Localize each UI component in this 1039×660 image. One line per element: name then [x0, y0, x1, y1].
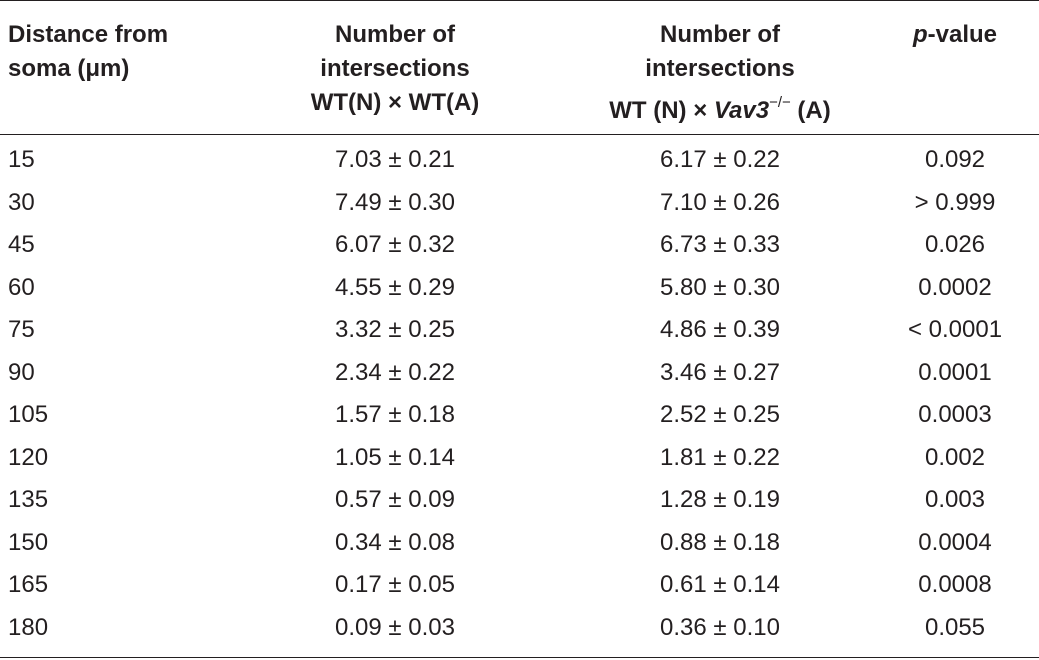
table-row: 15 7.03 ± 0.21 6.17 ± 0.22 0.092: [0, 139, 1039, 182]
table-row: 135 0.57 ± 0.09 1.28 ± 0.19 0.003: [0, 479, 1039, 522]
cell-wt-vav3: 6.17 ± 0.22: [660, 146, 780, 173]
cell-wt-vav3: 0.36 ± 0.10: [660, 613, 780, 641]
cell-wt-vav3: 0.88 ± 0.18: [660, 528, 780, 556]
table-row: 90 2.34 ± 0.22 3.46 ± 0.27 0.0001: [0, 352, 1039, 395]
cell-wt-vav3: 1.28 ± 0.19: [660, 486, 780, 513]
cell-pvalue: > 0.999: [914, 188, 996, 216]
cell-wt-wt: 0.17 ± 0.05: [335, 571, 455, 598]
cell-pvalue: 0.092: [924, 146, 986, 173]
cell-wt-wt: 6.07 ± 0.32: [335, 231, 455, 258]
header-rule: [0, 134, 1039, 135]
cell-distance: 75: [8, 316, 35, 343]
cell-wt-wt: 1.05 ± 0.14: [335, 443, 455, 471]
cell-wt-wt: 7.49 ± 0.30: [335, 188, 455, 216]
bottom-rule: [0, 657, 1039, 658]
cell-pvalue: 0.055: [924, 613, 986, 641]
table-row: 150 0.34 ± 0.08 0.88 ± 0.18 0.0004: [0, 522, 1039, 565]
cell-wt-vav3: 3.46 ± 0.27: [660, 358, 780, 386]
cell-distance: 180: [8, 613, 49, 641]
cell-distance: 105: [8, 401, 49, 428]
cell-wt-vav3: 5.80 ± 0.30: [660, 273, 780, 301]
cell-wt-wt: 0.34 ± 0.08: [335, 528, 455, 556]
cell-pvalue: 0.026: [924, 231, 986, 258]
table-row: 165 0.17 ± 0.05 0.61 ± 0.14 0.0008: [0, 564, 1039, 607]
header-pvalue: p-value: [912, 21, 998, 48]
cell-pvalue: 0.0002: [918, 273, 992, 301]
header-wt-wt: Number of intersections WT(N) × WT(A): [310, 21, 480, 116]
cell-distance: 120: [8, 443, 49, 471]
table-row: 180 0.09 ± 0.03 0.36 ± 0.10 0.055: [0, 607, 1039, 650]
cell-wt-vav3: 6.73 ± 0.33: [660, 231, 780, 258]
cell-wt-wt: 0.09 ± 0.03: [335, 613, 455, 641]
cell-pvalue: 0.002: [924, 443, 986, 471]
cell-wt-wt: 2.34 ± 0.22: [335, 358, 455, 386]
cell-pvalue: 0.0008: [918, 571, 992, 598]
header-wt-vav3-line3: WT (N) × Vav3−/− (A): [609, 94, 831, 124]
cell-wt-wt: 1.57 ± 0.18: [335, 401, 455, 428]
table-row: 105 1.57 ± 0.18 2.52 ± 0.25 0.0003: [0, 394, 1039, 437]
cell-distance: 150: [8, 528, 49, 556]
cell-distance: 135: [8, 486, 49, 513]
cell-wt-vav3: 0.61 ± 0.14: [660, 571, 780, 598]
cell-wt-vav3: 7.10 ± 0.26: [660, 188, 780, 216]
cell-wt-wt: 3.32 ± 0.25: [335, 316, 455, 343]
cell-wt-wt: 0.57 ± 0.09: [335, 486, 455, 513]
table-row: 75 3.32 ± 0.25 4.86 ± 0.39 < 0.0001: [0, 309, 1039, 352]
cell-wt-vav3: 4.86 ± 0.39: [660, 316, 780, 343]
cell-wt-wt: 7.03 ± 0.21: [335, 146, 455, 173]
cell-wt-vav3: 2.52 ± 0.25: [660, 401, 780, 428]
cell-pvalue: 0.0001: [918, 358, 992, 386]
header-wt-vav3: Number of intersections WT (N) × Vav3−/−…: [540, 18, 900, 128]
cell-wt-vav3: 1.81 ± 0.22: [660, 443, 780, 471]
cell-wt-wt: 4.55 ± 0.29: [335, 273, 455, 301]
cell-distance: 15: [8, 146, 35, 173]
cell-distance: 90: [8, 358, 35, 386]
table-row: 120 1.05 ± 0.14 1.81 ± 0.22 0.002: [0, 437, 1039, 480]
cell-distance: 60: [8, 273, 35, 301]
table-body: 15 7.03 ± 0.21 6.17 ± 0.22 0.092 30 7.49 ± 0.…: [0, 139, 1039, 649]
table-row: 30 7.49 ± 0.30 7.10 ± 0.26 > 0.999: [0, 182, 1039, 225]
cell-pvalue: 0.0003: [918, 401, 992, 428]
cell-distance: 30: [8, 188, 35, 216]
cell-pvalue: 0.003: [924, 486, 986, 513]
table-row: 60 4.55 ± 0.29 5.80 ± 0.30 0.0002: [0, 267, 1039, 310]
cell-pvalue: 0.0004: [918, 528, 992, 556]
cell-distance: 45: [8, 231, 35, 258]
header-distance: Distance from soma (μm): [8, 21, 169, 82]
cell-distance: 165: [8, 571, 49, 598]
top-rule: [0, 0, 1039, 1]
cell-pvalue: < 0.0001: [907, 316, 1003, 343]
table-row: 45 6.07 ± 0.32 6.73 ± 0.33 0.026: [0, 224, 1039, 267]
